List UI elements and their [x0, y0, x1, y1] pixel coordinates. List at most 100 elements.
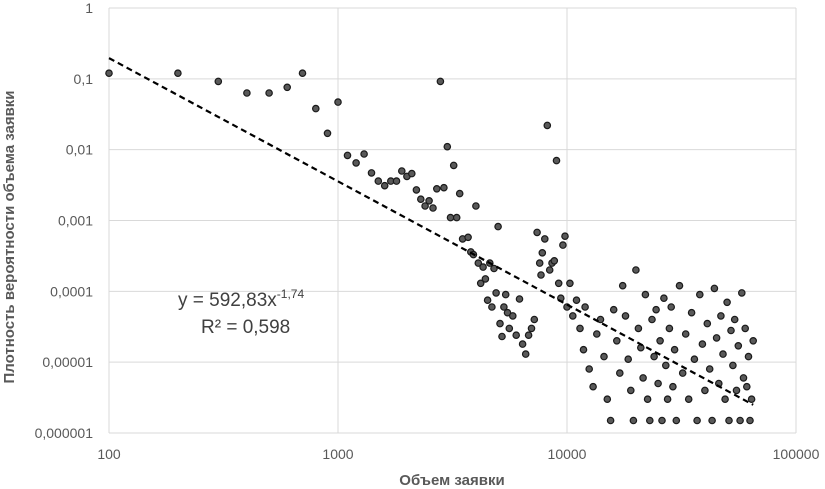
data-point — [550, 256, 559, 265]
trend-equation: y = 592,83x-1,74 — [178, 287, 304, 311]
data-point — [518, 340, 527, 348]
data-point — [476, 279, 485, 288]
data-point — [367, 169, 376, 177]
data-point — [527, 324, 536, 333]
data-point — [538, 249, 547, 257]
data-point — [632, 266, 640, 274]
data-point — [609, 305, 618, 314]
data-point — [407, 169, 416, 178]
data-point — [634, 324, 643, 333]
data-point — [452, 213, 461, 222]
data-point — [214, 77, 223, 86]
data-point — [380, 181, 389, 190]
data-point — [572, 296, 581, 305]
data-point — [661, 361, 670, 370]
data-point — [508, 312, 517, 320]
data-point — [698, 340, 707, 348]
data-point — [429, 204, 437, 212]
data-point — [648, 315, 656, 324]
x-tick-label: 100 — [97, 446, 121, 462]
data-point — [501, 290, 510, 299]
trendline-path — [108, 57, 754, 406]
data-point — [374, 177, 383, 185]
data-point — [717, 312, 725, 320]
data-point — [643, 395, 652, 404]
data-point — [543, 121, 552, 130]
data-point — [474, 259, 483, 267]
data-point — [730, 315, 739, 324]
data-point — [533, 228, 541, 237]
data-point — [537, 271, 545, 279]
data-point — [483, 296, 492, 305]
trend-r-squared: R² = 0,598 — [201, 317, 290, 338]
data-point — [545, 266, 554, 274]
data-point — [592, 330, 601, 338]
data-point — [596, 315, 605, 324]
data-point — [727, 326, 735, 335]
data-point — [600, 352, 608, 361]
x-tick-label: 100000 — [773, 446, 820, 462]
data-point — [515, 295, 524, 303]
data-point — [660, 294, 668, 303]
data-point — [283, 83, 292, 92]
data-point — [581, 303, 589, 311]
data-point — [425, 197, 433, 205]
data-point — [725, 416, 733, 425]
data-point — [323, 129, 332, 138]
data-point — [561, 232, 569, 241]
data-point — [352, 159, 360, 167]
data-point — [658, 416, 666, 425]
data-point — [678, 369, 687, 377]
data-point — [737, 289, 746, 297]
data-point — [436, 77, 445, 86]
data-point — [703, 319, 712, 328]
x-axis-title: Объем заявки — [399, 472, 504, 489]
data-point — [105, 69, 113, 78]
y-tick-label: 0,1 — [74, 71, 94, 87]
data-point — [606, 416, 615, 425]
data-point — [243, 89, 251, 97]
data-point — [708, 416, 716, 425]
gridlines — [108, 7, 797, 434]
data-point — [530, 315, 539, 324]
data-point — [576, 324, 584, 333]
data-points — [105, 69, 758, 425]
data-point — [652, 305, 660, 314]
data-point — [701, 386, 709, 395]
data-point — [675, 281, 684, 290]
x-tick-label: 1000 — [322, 446, 353, 462]
data-point — [669, 382, 677, 391]
data-point — [455, 189, 464, 198]
data-point — [559, 241, 567, 249]
data-point — [412, 186, 421, 194]
data-point — [568, 312, 577, 320]
data-point — [723, 298, 731, 307]
data-point — [639, 374, 647, 382]
data-point — [579, 345, 588, 354]
y-tick-label: 0,01 — [66, 142, 93, 158]
data-point — [712, 334, 721, 342]
y-tick-label: 0,0001 — [50, 283, 93, 299]
data-point — [479, 263, 487, 271]
data-point — [265, 89, 273, 97]
data-point — [421, 202, 429, 210]
data-point — [440, 183, 448, 192]
data-point — [665, 324, 674, 333]
data-point — [618, 281, 627, 290]
data-point — [524, 331, 533, 340]
data-point — [449, 161, 458, 170]
data-point — [732, 386, 741, 395]
data-point — [521, 350, 530, 358]
data-point — [496, 319, 504, 328]
data-point — [641, 290, 650, 299]
data-point — [360, 150, 368, 158]
y-tick-label: 0,00001 — [42, 354, 93, 370]
data-point — [464, 233, 472, 242]
data-point — [540, 235, 549, 243]
data-point — [629, 416, 638, 425]
data-point — [624, 355, 633, 364]
data-point — [690, 355, 699, 364]
data-point — [416, 195, 425, 204]
data-point — [343, 151, 352, 160]
